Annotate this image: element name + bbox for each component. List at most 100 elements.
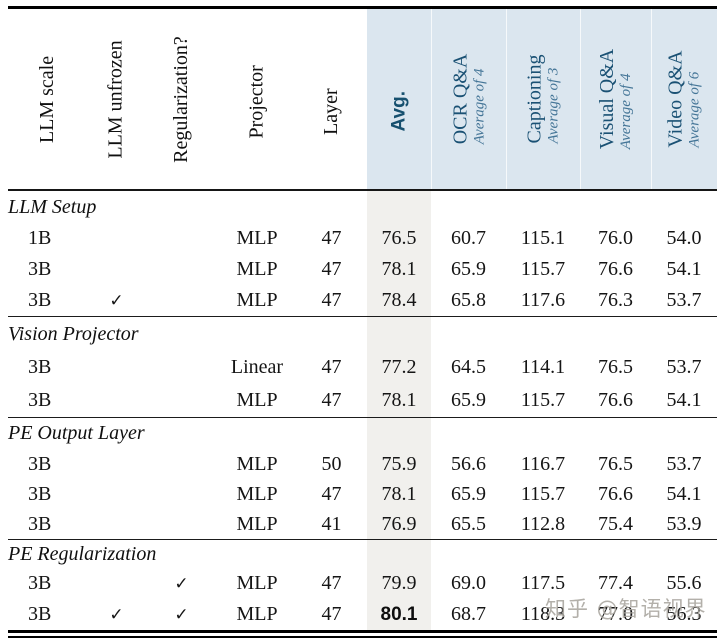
cell-layer: 47	[321, 482, 342, 505]
cell-visual-qa: 75.4	[598, 512, 633, 535]
rotated-label: Projector	[245, 60, 268, 138]
cell-avg: 78.4	[367, 285, 431, 316]
cell-llm-scale: 3B	[28, 389, 52, 411]
cell-llm-scale: 1B	[28, 227, 52, 249]
cell-avg: 79.9	[367, 568, 431, 599]
results-table: LLM scale LLM unfrozen Regularization? P…	[8, 6, 717, 638]
cell-layer: 50	[321, 452, 342, 475]
column-header-label: Projector	[245, 64, 268, 138]
column-header-label: Video Q&A	[664, 50, 687, 148]
cell-llm-unfrozen	[88, 223, 145, 254]
rotated-label: LLM scale	[36, 55, 59, 143]
cell-video-qa: 53.9	[666, 512, 702, 535]
column-header-label: Regularization?	[170, 35, 192, 163]
cell-regularization	[145, 285, 218, 316]
cell-captioning: 118.3	[520, 603, 566, 625]
rotated-label: Captioning Average of 3	[523, 54, 563, 144]
cell-regularization	[145, 384, 218, 417]
cell-regularization	[145, 223, 218, 254]
column-header-projector: Projector	[218, 9, 296, 189]
section-llm-setup: LLM Setup 1B MLP 47 76.5 60.7 115.1 76.0…	[8, 191, 717, 316]
cell-avg: 77.2	[367, 351, 431, 384]
rotated-label: Regularization?	[170, 35, 192, 163]
cell-captioning: 115.7	[520, 482, 566, 505]
cell-llm-unfrozen	[88, 479, 145, 509]
cell-llm-unfrozen: ✓	[109, 290, 124, 311]
rotated-label: OCR Q&A Average of 4	[449, 54, 488, 145]
section-title: PE Regularization	[8, 542, 157, 565]
column-header-subtitle: Average of 3	[545, 67, 562, 144]
column-header-llm-unfrozen: LLM unfrozen	[88, 9, 145, 189]
cell-llm-scale: 3B	[28, 452, 52, 475]
column-header-subtitle: Average of 4	[471, 68, 488, 145]
cell-ocr-qa: 65.9	[451, 482, 486, 505]
cell-llm-scale: 3B	[28, 258, 52, 280]
cell-llm-unfrozen	[88, 449, 145, 479]
cell-visual-qa: 76.6	[598, 258, 633, 280]
section-title-filler	[431, 418, 717, 449]
cell-video-qa: 54.1	[666, 389, 702, 411]
cell-ocr-qa: 69.0	[451, 572, 486, 594]
cell-captioning: 117.5	[520, 572, 566, 594]
section-pe-regularization: PE Regularization 3B ✓ MLP 47 79.9 69.0 …	[8, 539, 717, 633]
cell-llm-unfrozen	[88, 384, 145, 417]
column-header-avg: Avg.	[367, 9, 431, 189]
cell-captioning: 112.8	[520, 512, 566, 535]
column-header-label: Captioning	[523, 54, 546, 144]
cell-layer: 47	[321, 227, 342, 249]
cell-projector: MLP	[236, 289, 278, 311]
cell-video-qa: 54.1	[666, 482, 702, 505]
cell-captioning: 117.6	[520, 289, 566, 311]
column-header-label: LLM scale	[36, 55, 59, 143]
cell-projector: MLP	[236, 512, 278, 535]
cell-avg: 78.1	[367, 254, 431, 285]
cell-video-qa: 56.3	[666, 603, 702, 625]
cell-avg: 78.1	[367, 479, 431, 509]
cell-regularization: ✓	[174, 573, 189, 594]
section-title-filler	[431, 540, 717, 568]
cell-layer: 47	[321, 603, 342, 625]
cell-visual-qa: 76.3	[598, 289, 633, 311]
cell-layer: 47	[321, 356, 342, 378]
cell-ocr-qa: 65.5	[451, 512, 486, 535]
column-header-captioning: Captioning Average of 3	[506, 9, 580, 189]
cell-captioning: 116.7	[520, 452, 566, 475]
column-header-video-qa: Video Q&A Average of 6	[651, 9, 717, 189]
section-title: Vision Projector	[8, 322, 139, 345]
column-header-subtitle: Average of 4	[618, 73, 634, 150]
column-header-label: Layer	[320, 87, 342, 135]
cell-llm-scale: 3B	[28, 572, 52, 594]
cell-avg: 76.5	[367, 223, 431, 254]
cell-video-qa: 55.6	[666, 572, 702, 594]
section-title: LLM Setup	[8, 195, 97, 218]
cell-regularization	[145, 479, 218, 509]
cell-visual-qa: 76.0	[598, 227, 633, 249]
cell-llm-scale: 3B	[28, 603, 52, 625]
cell-visual-qa: 77.4	[598, 572, 633, 594]
cell-llm-unfrozen: ✓	[109, 604, 124, 625]
cell-projector: MLP	[236, 227, 278, 249]
cell-captioning: 115.7	[520, 389, 566, 411]
section-vision-projector: Vision Projector 3B Linear 47 77.2 64.5 …	[8, 316, 717, 417]
cell-projector: MLP	[236, 452, 278, 475]
cell-ocr-qa: 56.6	[451, 452, 486, 475]
cell-visual-qa: 77.0	[598, 603, 633, 625]
rotated-label: Visual Q&A Average of 4	[596, 48, 635, 150]
cell-video-qa: 53.7	[666, 289, 702, 311]
cell-llm-unfrozen	[88, 568, 145, 599]
cell-layer: 47	[321, 389, 342, 411]
table-header-row: LLM scale LLM unfrozen Regularization? P…	[8, 6, 717, 191]
cell-visual-qa: 76.5	[598, 356, 633, 378]
cell-projector: Linear	[230, 356, 284, 378]
avg-column-band	[367, 191, 431, 223]
rotated-label: Video Q&A Average of 6	[664, 50, 704, 148]
column-header-label: Visual Q&A	[596, 48, 618, 150]
cell-llm-unfrozen	[88, 254, 145, 285]
cell-projector: MLP	[236, 572, 278, 594]
cell-captioning: 115.7	[520, 258, 566, 280]
column-header-regularization: Regularization?	[145, 9, 218, 189]
cell-llm-unfrozen	[88, 351, 145, 384]
table-bottom-rule	[8, 636, 717, 638]
cell-video-qa: 53.7	[666, 452, 702, 475]
cell-avg: 76.9	[367, 509, 431, 539]
